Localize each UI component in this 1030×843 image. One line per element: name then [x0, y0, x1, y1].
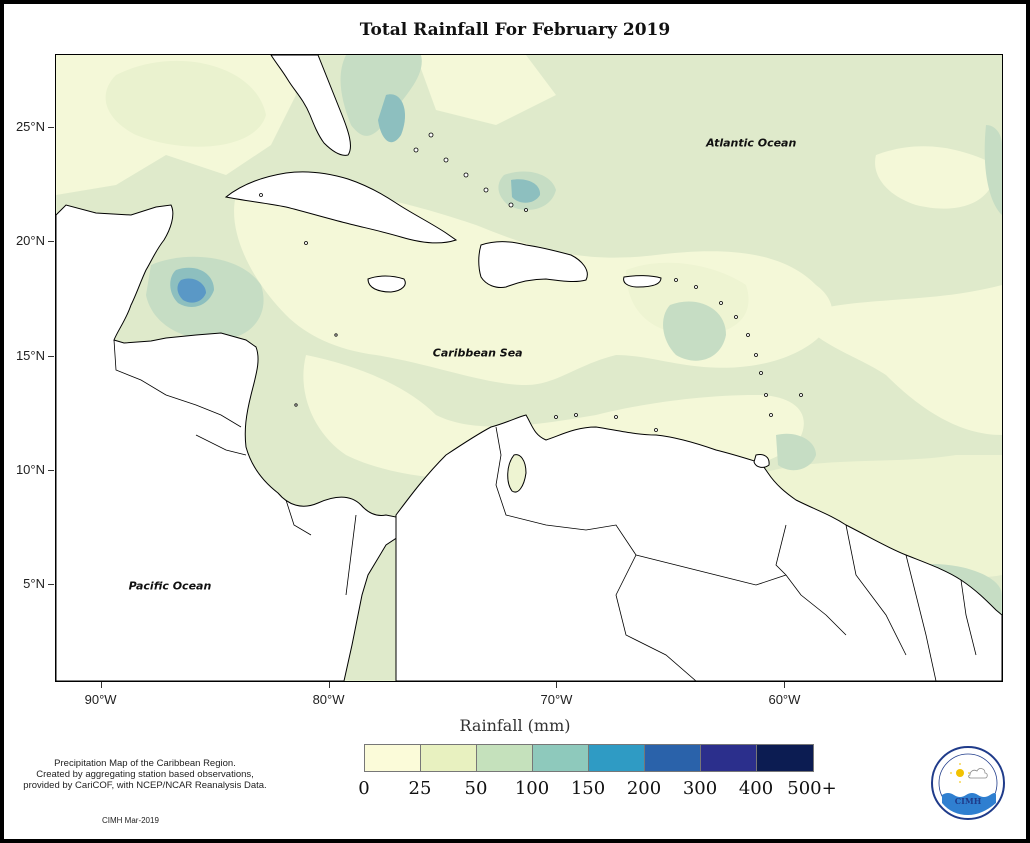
cloud-icon: [968, 768, 988, 779]
jamaica: [367, 275, 406, 293]
longitude-tick-label: 70°W: [540, 692, 573, 707]
map-title: Total Rainfall For February 2019: [359, 20, 671, 40]
legend-swatch: [757, 745, 813, 771]
legend-tick-label: 150: [570, 778, 606, 799]
latitude-tick: [48, 241, 54, 243]
longitude-tick: [328, 682, 330, 688]
legend-swatch: [477, 745, 533, 771]
legend-swatch: [365, 745, 421, 771]
trinidad: [753, 454, 770, 468]
legend-tick-label: 25: [408, 778, 432, 799]
description-line: Precipitation Map of the Caribbean Regio…: [54, 758, 236, 769]
map-description: Precipitation Map of the Caribbean Regio…: [4, 758, 286, 791]
legend-tick-label: 100: [514, 778, 550, 799]
hispaniola: [478, 241, 588, 288]
map-figure: Total Rainfall For February 2019: [4, 4, 1026, 839]
legend-tick-label: 0: [358, 778, 370, 799]
latitude-tick: [48, 127, 54, 129]
rainfall-axis-label: Rainfall (mm): [459, 716, 571, 735]
map-svg: Atlantic Ocean Caribbean Sea Pacific Ocean: [56, 55, 1002, 681]
region-label-atlantic: Atlantic Ocean: [705, 136, 796, 149]
region-label-pacific: Pacific Ocean: [129, 580, 212, 593]
florida: [270, 55, 351, 156]
longitude-tick: [784, 682, 786, 688]
logo-text: CIMH: [954, 796, 982, 806]
legend-tick-label: 400: [738, 778, 774, 799]
latitude-tick-label: 5°N: [23, 576, 45, 592]
legend-tick-label: 50: [464, 778, 488, 799]
country-borders: [113, 339, 977, 681]
lake-maracaibo: [507, 454, 527, 493]
description-line: provided by CariCOF, with NCEP/NCAR Rean…: [23, 780, 267, 791]
south-america: [395, 414, 1002, 681]
small-islands: [259, 132, 803, 432]
credit-text: CIMH Mar-2019: [102, 816, 159, 825]
legend-tick-label: 200: [626, 778, 662, 799]
legend-tick-label: 300: [682, 778, 718, 799]
mexico-central-america: [56, 204, 402, 681]
puerto-rico: [623, 275, 662, 288]
latitude-tick: [48, 355, 54, 357]
legend-swatch: [421, 745, 477, 771]
cuba: [224, 171, 458, 244]
description-line: Created by aggregating station based obs…: [36, 769, 254, 780]
latitude-tick-label: 10°N: [15, 461, 45, 477]
latitude-tick: [48, 469, 54, 471]
region-labels: Atlantic Ocean Caribbean Sea Pacific Ocean: [129, 136, 797, 592]
legend-swatch: [701, 745, 757, 771]
legend-swatch: [533, 745, 589, 771]
wave-icon: [942, 793, 996, 815]
latitude-tick-label: 20°N: [15, 233, 45, 249]
rainfall-legend: [364, 744, 814, 772]
rainfall-peak-zone: [177, 278, 206, 303]
legend-tick-label: 500+: [787, 778, 837, 799]
latitude-tick-label: 25°N: [15, 119, 45, 135]
cimh-logo-icon: [931, 746, 1005, 820]
sun-icon: [956, 769, 964, 777]
land-masses: [56, 55, 1002, 681]
latitude-tick: [48, 584, 54, 586]
region-label-caribbean: Caribbean Sea: [433, 347, 523, 360]
longitude-tick: [556, 682, 558, 688]
longitude-tick: [100, 682, 102, 688]
latitude-tick-label: 15°N: [15, 347, 45, 363]
legend-swatch: [645, 745, 701, 771]
rainfall-map: Atlantic Ocean Caribbean Sea Pacific Ocean: [55, 54, 1003, 682]
legend-swatch: [589, 745, 645, 771]
longitude-tick-label: 90°W: [84, 692, 117, 707]
longitude-tick-label: 80°W: [312, 692, 345, 707]
longitude-tick-label: 60°W: [768, 692, 801, 707]
